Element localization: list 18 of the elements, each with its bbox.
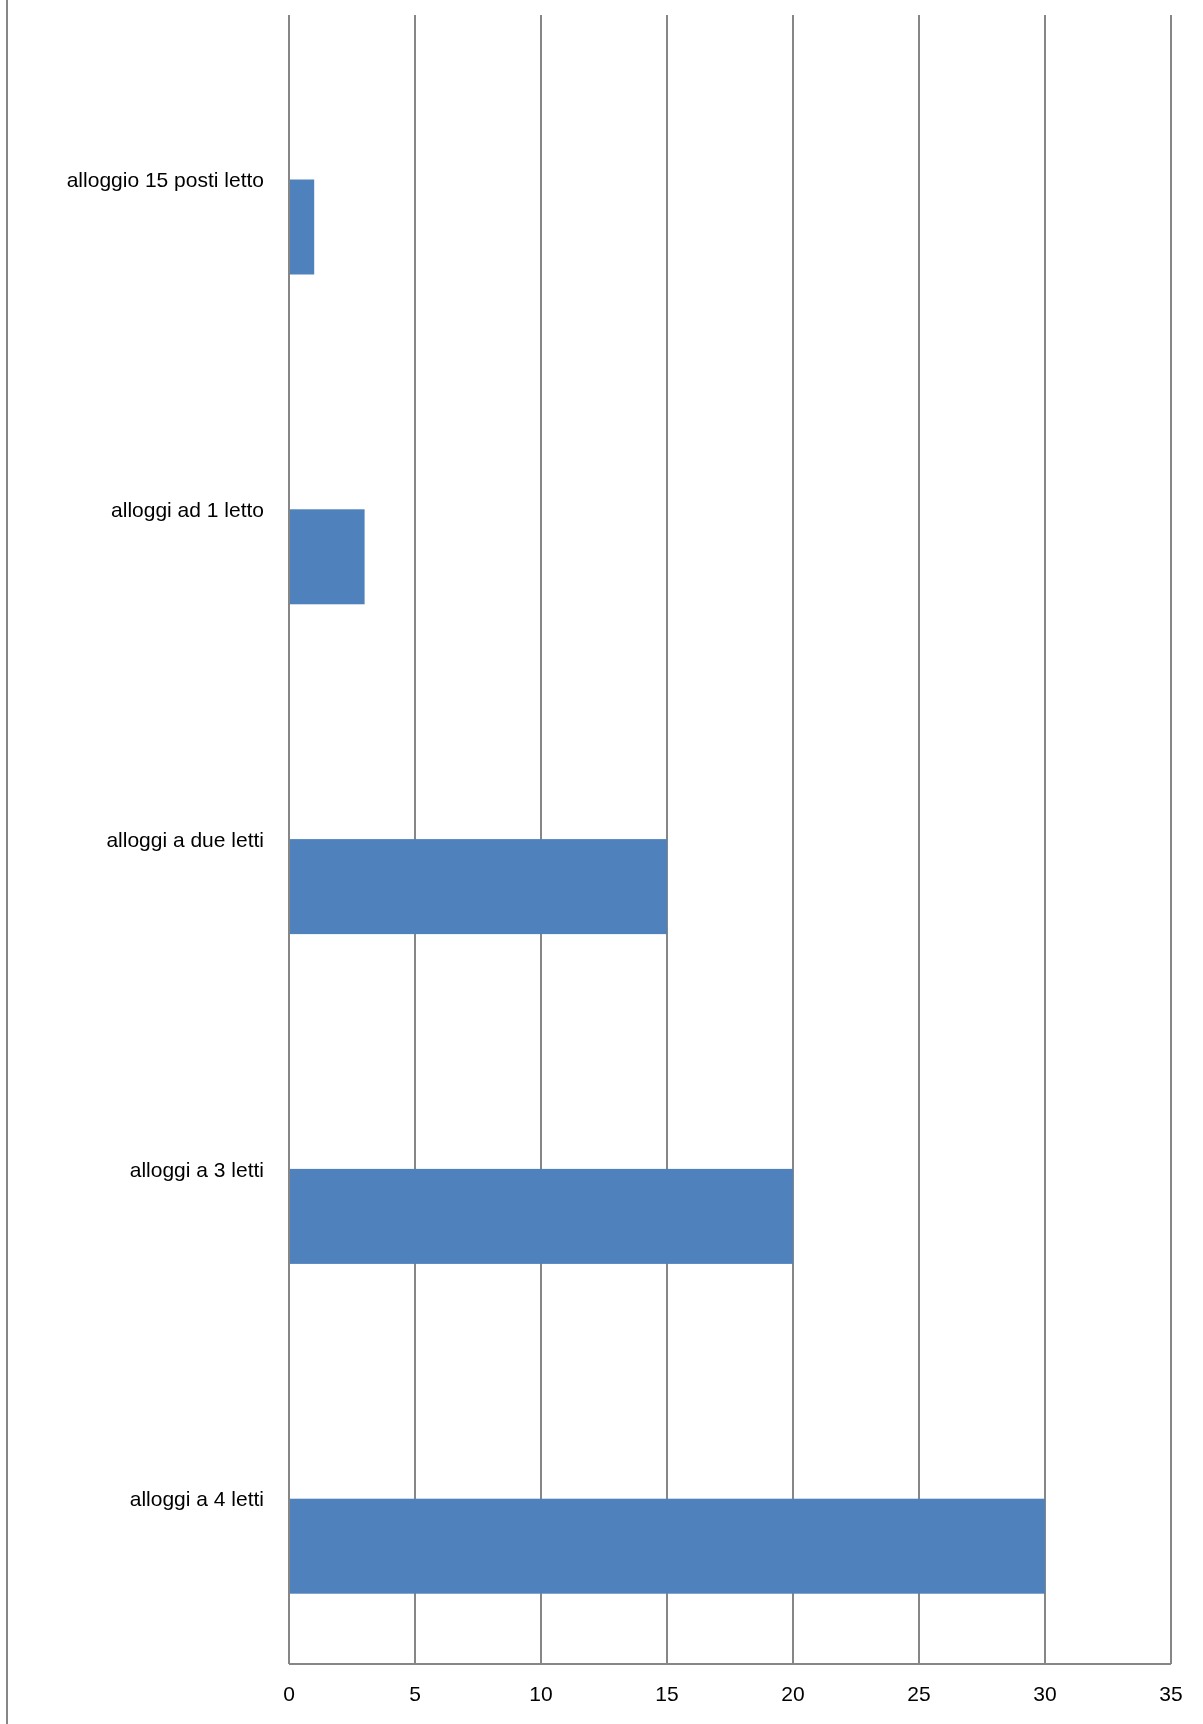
x-tick-label: 25 [907,1681,931,1705]
bar [289,179,315,275]
y-tick-label: alloggi a 4 letti [129,1487,264,1511]
y-tick-label: alloggi a 3 letti [129,1157,264,1181]
x-tick-label: 35 [1159,1681,1183,1705]
bar [289,1168,793,1264]
x-tick-label: 20 [781,1681,805,1705]
bar [289,839,667,935]
x-tick-label: 10 [529,1681,553,1705]
x-tick-label: 15 [655,1681,679,1705]
y-tick-label: alloggio 15 posti letto [66,168,264,192]
x-tick-label: 5 [409,1681,421,1705]
y-tick-label: alloggi a due letti [106,827,264,851]
bar [289,509,365,605]
x-tick-label: 30 [1033,1681,1057,1705]
x-tick-label: 0 [283,1681,295,1705]
bar [289,1498,1045,1594]
y-tick-label: alloggi ad 1 letto [111,498,264,522]
